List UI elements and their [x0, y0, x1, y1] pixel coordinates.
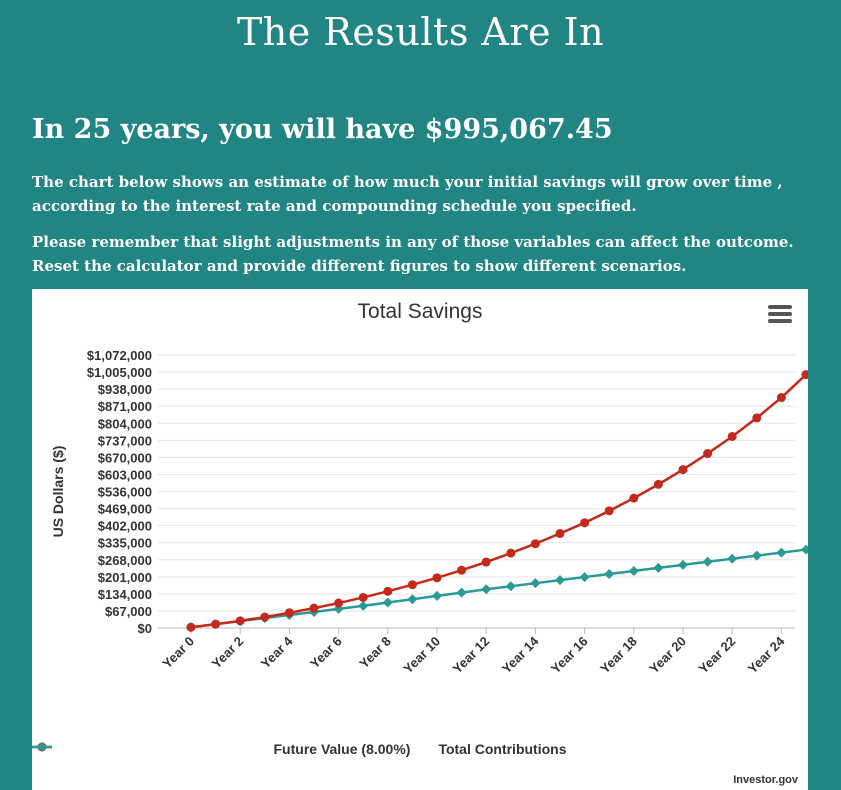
y-tick-label: $335,000: [98, 536, 152, 551]
data-point-total-contributions: [702, 556, 713, 567]
data-point-future-value: [481, 557, 491, 567]
data-point-future-value: [629, 493, 639, 503]
data-point-future-value: [703, 449, 713, 459]
x-tick-label: Year 4: [258, 633, 296, 671]
chart-legend: Future Value (8.00%) Total Contributions: [32, 741, 808, 757]
data-point-total-contributions: [456, 587, 467, 598]
y-tick-label: $268,000: [98, 553, 152, 568]
data-point-total-contributions: [628, 565, 639, 576]
data-point-future-value: [653, 479, 663, 489]
y-axis-title: US Dollars ($): [50, 446, 66, 538]
x-tick-label: Year 2: [209, 634, 247, 672]
y-tick-label: $603,000: [98, 467, 152, 482]
y-tick-label: $67,000: [105, 604, 152, 619]
y-tick-label: $1,005,000: [87, 365, 152, 380]
series-line-future-value: [190, 373, 807, 629]
legend-item-total-contributions[interactable]: Total Contributions: [32, 741, 567, 757]
data-point-total-contributions: [530, 578, 541, 589]
y-tick-label: $871,000: [98, 399, 152, 414]
data-point-future-value: [334, 598, 344, 608]
data-point-future-value: [604, 506, 614, 516]
x-tick-label: Year 12: [450, 634, 493, 677]
x-tick-label: Year 18: [597, 634, 640, 677]
page-title: The Results Are In: [236, 10, 605, 54]
hamburger-menu-icon[interactable]: [768, 305, 792, 327]
y-tick-label: $737,000: [98, 433, 152, 448]
adjustment-note: Please remember that slight adjustments …: [32, 233, 794, 275]
data-point-future-value: [555, 529, 565, 539]
data-point-future-value: [432, 573, 442, 583]
data-point-future-value: [309, 603, 319, 613]
data-point-total-contributions: [382, 597, 393, 608]
data-point-total-contributions: [481, 584, 492, 595]
x-tick-label: Year 14: [499, 633, 542, 676]
x-tick-label: Year 22: [696, 634, 739, 677]
x-tick-label: Year 16: [548, 634, 591, 677]
data-point-total-contributions: [333, 603, 344, 614]
x-tick-label: Year 8: [356, 634, 394, 672]
data-point-total-contributions: [727, 553, 738, 564]
chart-title: Total Savings: [358, 300, 483, 323]
chart-description: The chart below shows an estimate of how…: [32, 173, 783, 215]
data-point-future-value: [358, 592, 368, 602]
data-point-total-contributions: [505, 581, 516, 592]
x-tick-label: Year 24: [745, 633, 788, 676]
y-tick-label: $201,000: [98, 570, 152, 585]
legend-marker-total-contributions: [32, 742, 52, 752]
data-point-future-value: [457, 565, 467, 575]
y-tick-label: $536,000: [98, 485, 152, 500]
data-point-total-contributions: [604, 569, 615, 580]
data-point-future-value: [211, 619, 221, 629]
credit-label: Investor.gov: [733, 774, 798, 786]
data-point-future-value: [678, 465, 688, 475]
y-tick-label: $1,072,000: [87, 348, 152, 363]
data-point-future-value: [727, 431, 737, 441]
data-point-future-value: [186, 622, 196, 632]
x-tick-label: Year 20: [646, 634, 689, 677]
data-point-future-value: [752, 413, 762, 423]
data-point-total-contributions: [751, 550, 762, 561]
data-point-future-value: [580, 518, 590, 528]
x-tick-label: Year 10: [400, 634, 443, 677]
data-point-future-value: [506, 548, 516, 558]
data-point-future-value: [260, 612, 270, 622]
data-point-future-value: [235, 616, 245, 626]
data-point-future-value: [383, 586, 393, 596]
y-tick-label: $402,000: [98, 519, 152, 534]
y-tick-label: $670,000: [98, 450, 152, 465]
y-tick-label: $0: [138, 621, 152, 636]
data-point-future-value: [284, 608, 294, 618]
data-point-total-contributions: [358, 600, 369, 611]
chart-svg: Total Savings US Dollars ($) $0 $67,000 $134…: [50, 300, 808, 677]
data-point-total-contributions: [801, 544, 808, 555]
x-tick-label: Year 0: [159, 634, 197, 672]
legend-item-future-value[interactable]: Future Value (8.00%): [32, 741, 411, 757]
results-headline: In 25 years, you will have $995,067.45: [32, 114, 613, 145]
total-savings-chart: Total Savings US Dollars ($) $0 $67,000 $134…: [32, 289, 808, 790]
data-point-total-contributions: [579, 572, 590, 583]
data-point-total-contributions: [653, 562, 664, 573]
x-tick-label: Year 6: [307, 634, 345, 672]
series-line-total-contributions: [190, 548, 807, 629]
data-point-future-value: [530, 539, 540, 549]
data-point-total-contributions: [678, 559, 688, 570]
y-tick-label: $469,000: [98, 502, 152, 517]
legend-label-total-contributions: Total Contributions: [438, 741, 567, 757]
data-point-total-contributions: [776, 547, 787, 558]
data-point-future-value: [407, 580, 417, 590]
y-tick-label: $134,000: [98, 587, 152, 602]
y-tick-label: $804,000: [98, 416, 152, 431]
data-point-total-contributions: [407, 594, 418, 605]
legend-label-future-value: Future Value (8.00%): [273, 741, 411, 757]
data-point-total-contributions: [555, 575, 565, 586]
data-point-future-value: [776, 393, 786, 403]
data-point-total-contributions: [432, 590, 442, 601]
y-tick-label: $938,000: [98, 382, 152, 397]
data-point-future-value: [801, 370, 808, 380]
